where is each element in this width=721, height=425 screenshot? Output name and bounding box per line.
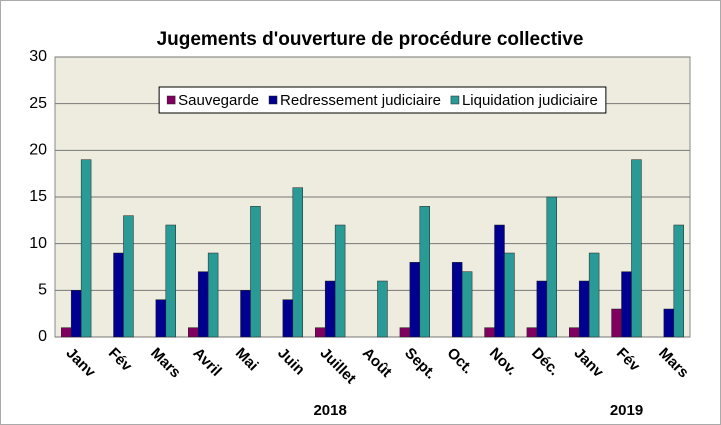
bar xyxy=(484,327,495,338)
bar xyxy=(621,271,632,338)
bar xyxy=(673,224,685,338)
bar xyxy=(461,271,473,338)
bar xyxy=(240,290,251,338)
bar xyxy=(314,327,326,338)
y-tick-label: 30 xyxy=(29,48,47,65)
bar xyxy=(399,327,411,338)
bar xyxy=(197,271,209,338)
bar xyxy=(409,262,421,338)
bar xyxy=(70,290,82,338)
bar xyxy=(631,159,642,338)
bar xyxy=(155,299,167,338)
bar xyxy=(546,196,558,338)
bar xyxy=(80,159,92,338)
bar xyxy=(324,280,336,338)
y-tick-label: 25 xyxy=(29,95,47,112)
bar xyxy=(292,187,304,338)
legend-label: Redressement judiciaire xyxy=(280,92,441,109)
bar xyxy=(334,224,346,338)
legend-box xyxy=(158,86,607,114)
bar xyxy=(568,327,580,338)
bar xyxy=(504,252,515,338)
legend-swatch xyxy=(450,95,460,105)
year-label: 2019 xyxy=(610,402,643,419)
bar xyxy=(611,308,622,338)
year-label: 2018 xyxy=(313,402,346,419)
legend-swatch xyxy=(166,95,176,105)
bar xyxy=(663,308,675,338)
bar xyxy=(250,206,261,338)
y-tick-label: 10 xyxy=(29,235,47,252)
bar xyxy=(451,262,463,338)
bar xyxy=(123,215,134,338)
bar xyxy=(165,224,177,338)
bar xyxy=(60,327,72,338)
bar xyxy=(207,252,219,338)
bar xyxy=(187,327,199,338)
bar xyxy=(419,206,431,338)
y-tick-label: 5 xyxy=(38,282,47,299)
bar xyxy=(536,280,548,338)
bar xyxy=(113,252,124,338)
bar xyxy=(578,280,590,338)
bar xyxy=(282,299,294,338)
y-tick-label: 15 xyxy=(29,188,47,205)
y-tick-label: 0 xyxy=(38,328,47,345)
legend-swatch xyxy=(268,95,278,105)
y-tick-label: 20 xyxy=(29,142,47,159)
legend-label: Sauvegarde xyxy=(178,92,259,109)
bar xyxy=(494,224,505,338)
chart-title: Jugements d'ouverture de procédure colle… xyxy=(157,29,584,50)
bar xyxy=(526,327,538,338)
bar xyxy=(588,252,600,338)
legend: Sauvegarde Redressement judiciaire Liquida… xyxy=(158,86,607,114)
legend-label: Liquidation judiciaire xyxy=(462,92,598,109)
bar xyxy=(377,280,388,338)
